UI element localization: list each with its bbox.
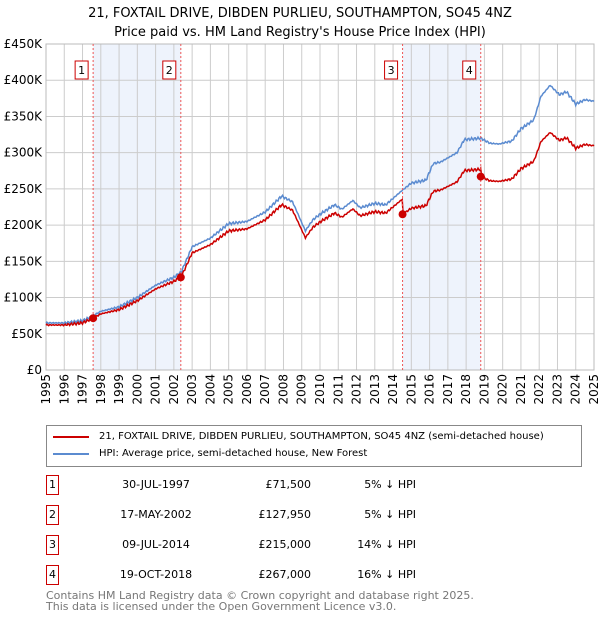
footer-line: This data is licensed under the Open Gov… xyxy=(46,600,397,613)
sale-label: 1 xyxy=(78,64,85,77)
x-tick-label: 2012 xyxy=(350,374,364,405)
sale-date: 19-OCT-2018 xyxy=(119,568,193,581)
x-tick-label: 2022 xyxy=(532,374,546,405)
sale-label-box xyxy=(162,60,177,80)
x-tick-label: 2002 xyxy=(167,374,181,405)
price-chart: £0 £50K £100K £150K £200K £250K £300K £350K £400… xyxy=(4,37,600,405)
x-tick-label: 2014 xyxy=(386,374,400,405)
x-tick-label: 2004 xyxy=(203,374,217,405)
property-line xyxy=(45,132,595,327)
hpi-line xyxy=(45,84,595,325)
sale-row: 1 30-JUL-1997 £71,500 5% ↓ HPI xyxy=(46,475,446,495)
x-tick-label: 2015 xyxy=(404,374,418,405)
sale-price: £71,500 xyxy=(265,478,312,491)
sale-hpi-diff: 5% ↓ HPI xyxy=(364,478,416,491)
x-tick-label: 2008 xyxy=(276,374,290,405)
x-tick-label: 2025 xyxy=(587,374,600,405)
y-tick-label: £50K xyxy=(11,327,43,341)
y-tick-label: £0 xyxy=(27,363,42,377)
legend-swatch-red xyxy=(53,435,89,438)
x-tick-label: 2019 xyxy=(477,374,491,405)
x-tick-label: 1995 xyxy=(39,374,53,405)
x-tick-label: 2000 xyxy=(130,374,144,405)
x-tick-label: 2010 xyxy=(313,374,327,405)
x-tick-label: 2005 xyxy=(222,374,236,405)
sale-hpi-diff: 14% ↓ HPI xyxy=(357,538,416,551)
y-tick-label: £350K xyxy=(4,109,44,123)
x-tick-label: 2018 xyxy=(459,374,473,405)
x-tick-label: 2009 xyxy=(295,374,309,405)
sale-point xyxy=(176,273,185,282)
legend-swatch-blue xyxy=(53,452,89,455)
sale-hpi-diff: 5% ↓ HPI xyxy=(364,508,416,521)
legend-property: 21, FOXTAIL DRIVE, DIBDEN PURLIEU, SOUTH… xyxy=(53,431,544,442)
sale-number: 1 xyxy=(46,475,59,495)
sale-number: 3 xyxy=(46,535,59,555)
x-tick-label: 2003 xyxy=(185,374,199,405)
y-tick-label: £250K xyxy=(4,182,44,196)
x-tick-label: 2017 xyxy=(441,374,455,405)
x-tick-label: 2007 xyxy=(258,374,272,405)
x-tick-label: 2011 xyxy=(331,374,345,405)
sale-number: 2 xyxy=(46,505,59,525)
sale-row: 3 09-JUL-2014 £215,000 14% ↓ HPI xyxy=(46,535,446,555)
y-tick-label: £450K xyxy=(4,37,44,51)
legend-label: HPI: Average price, semi-detached house,… xyxy=(99,448,368,459)
plot-border xyxy=(45,43,595,371)
sale-label: 4 xyxy=(466,64,473,77)
x-tick-label: 2013 xyxy=(368,374,382,405)
x-tick-label: 2006 xyxy=(240,374,254,405)
sale-point xyxy=(476,172,485,181)
x-tick-label: 1996 xyxy=(57,374,71,405)
sale-label-box xyxy=(462,60,477,80)
x-tick-label: 2016 xyxy=(423,374,437,405)
sale-label-box xyxy=(74,60,89,80)
x-tick-label: 2020 xyxy=(496,374,510,405)
y-tick-label: £400K xyxy=(4,73,44,87)
subtitle-line: Price paid vs. HM Land Registry's House … xyxy=(114,25,486,40)
sale-label: 2 xyxy=(166,64,173,77)
sale-hpi-diff: 16% ↓ HPI xyxy=(357,568,416,581)
x-tick-label: 1997 xyxy=(76,374,90,405)
x-tick-label: 2024 xyxy=(569,374,583,405)
sale-price: £215,000 xyxy=(258,538,312,551)
y-tick-label: £200K xyxy=(4,218,44,232)
sale-row: 2 17-MAY-2002 £127,950 5% ↓ HPI xyxy=(46,505,446,525)
x-tick-label: 2021 xyxy=(514,374,528,405)
sale-price: £127,950 xyxy=(258,508,312,521)
sale-row: 4 19-OCT-2018 £267,000 16% ↓ HPI xyxy=(46,565,446,585)
x-tick-label: 1999 xyxy=(112,374,126,405)
sale-label-box xyxy=(384,60,399,80)
title-line: 21, FOXTAIL DRIVE, DIBDEN PURLIEU, SOUTH… xyxy=(88,6,512,21)
sale-date: 30-JUL-1997 xyxy=(122,478,190,491)
sale-date: 17-MAY-2002 xyxy=(120,508,192,521)
sale-price: £267,000 xyxy=(258,568,312,581)
sale-label: 3 xyxy=(388,64,395,77)
x-tick-label: 2023 xyxy=(550,374,564,405)
legend-hpi: HPI: Average price, semi-detached house,… xyxy=(53,448,367,459)
x-tick-label: 2001 xyxy=(149,374,163,405)
y-tick-label: £150K xyxy=(4,254,44,268)
shade-region xyxy=(402,44,481,370)
sale-number: 4 xyxy=(46,565,59,585)
footer-line: Contains HM Land Registry data © Crown c… xyxy=(46,589,474,602)
sale-point xyxy=(398,210,407,219)
y-tick-label: £300K xyxy=(4,146,44,160)
legend: 21, FOXTAIL DRIVE, DIBDEN PURLIEU, SOUTH… xyxy=(46,425,582,467)
chart-title: 21, FOXTAIL DRIVE, DIBDEN PURLIEU, SOUTH… xyxy=(0,4,600,42)
footer: Contains HM Land Registry data © Crown c… xyxy=(46,590,474,612)
x-tick-label: 1998 xyxy=(94,374,108,405)
y-tick-label: £100K xyxy=(4,291,44,305)
sale-point xyxy=(89,314,98,323)
legend-label: 21, FOXTAIL DRIVE, DIBDEN PURLIEU, SOUTH… xyxy=(99,431,544,442)
sale-date: 09-JUL-2014 xyxy=(122,538,190,551)
